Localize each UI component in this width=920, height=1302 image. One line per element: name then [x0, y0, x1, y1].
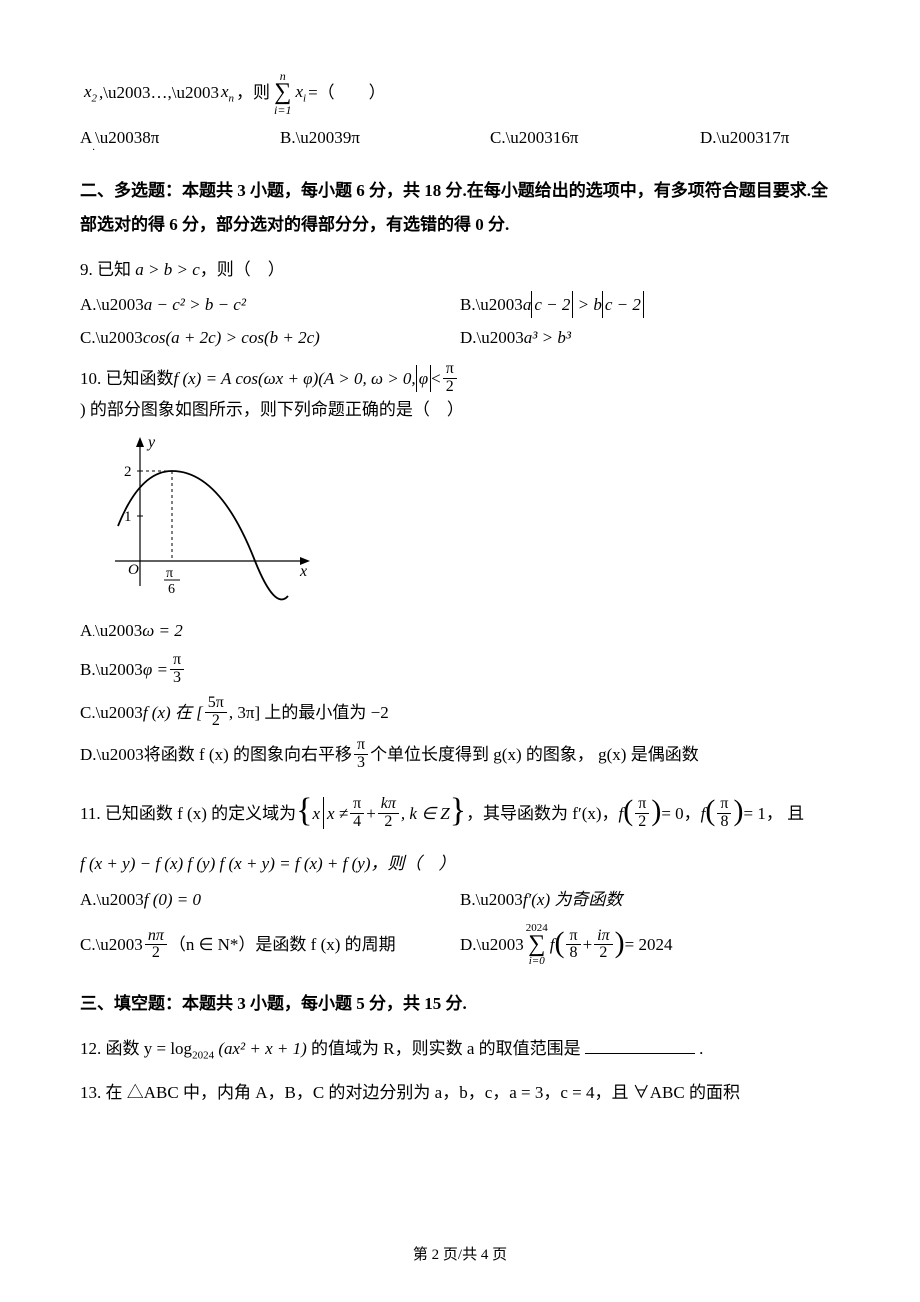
- q11-row1: A.\u2003f (0) = 0 B.\u2003f′(x) 为奇函数: [80, 886, 840, 913]
- svg-text:x: x: [299, 563, 307, 580]
- q12-blank: [585, 1037, 695, 1054]
- brace-left: {: [296, 784, 312, 838]
- brace-right: }: [450, 784, 466, 838]
- q8-expression: x2 ,\u2003…,\u2003 xn ，则 n ∑ i=1 xi =（ ）: [84, 70, 840, 116]
- q8-xn: xn: [221, 78, 234, 108]
- q10-opt-a: A.\u2003ω = 2: [80, 617, 840, 644]
- q11-stem-line2: f (x + y) − f (x) f (y) f (x + y) = f (x…: [80, 850, 840, 877]
- q11-opt-a: A.\u2003f (0) = 0: [80, 886, 460, 913]
- section3-heading: 三、填空题：本题共 3 小题，每小题 5 分，共 15 分.: [80, 987, 840, 1021]
- q9-opt-d: D.\u2003a³ > b³: [460, 324, 840, 351]
- svg-text:y: y: [146, 434, 156, 451]
- q10-opt-d: D.\u2003将函数 f (x) 的图象向右平移 π3 个单位长度得到 g(x…: [80, 737, 840, 772]
- sum-sigma: n ∑ i=1: [274, 70, 291, 116]
- svg-text:6: 6: [168, 582, 175, 597]
- svg-text:2: 2: [124, 464, 132, 480]
- q11-opt-c: C.\u2003nπ2 （n ∈ N*） 是函数 f (x) 的周期: [80, 928, 460, 963]
- q11-opt-d: D.\u2003 2024 ∑ i=0 f( π8 + iπ2 ) = 2024: [460, 921, 840, 969]
- q9-opt-b: B.\u2003ac − 2 > bc − 2: [460, 291, 840, 318]
- q11-row2: C.\u2003nπ2 （n ∈ N*） 是函数 f (x) 的周期 D.\u2…: [80, 921, 840, 969]
- sum-body: xi: [295, 78, 306, 108]
- q11-stem-line1: 11. 已知函数 f (x) 的定义域为 { x x ≠ π4 + kπ2 , …: [80, 786, 840, 840]
- q10-graph: y x O 2 1 π 6: [100, 431, 840, 609]
- q8-tail: =（ ）: [308, 79, 386, 106]
- q8-options: A.\u20038π B.\u20039π C.\u200316π D.\u20…: [80, 124, 840, 154]
- q8-continuation: x2 ,\u2003…,\u2003 xn ，则 n ∑ i=1 xi =（ ）…: [80, 70, 840, 154]
- sigma-symbol: ∑: [274, 82, 291, 104]
- q11-opt-b: B.\u2003f′(x) 为奇函数: [460, 886, 840, 913]
- q12: 12. 函数 y = log2024 (ax² + x + 1) 的值域为 R，…: [80, 1035, 840, 1065]
- q8-opt-c: C.\u200316π: [490, 124, 700, 154]
- page-footer: 第 2 页/共 4 页: [0, 1243, 920, 1267]
- q8-opt-b: B.\u20039π: [280, 124, 490, 154]
- section2-heading: 二、多选题：本题共 3 小题，每小题 6 分，共 18 分.在每小题给出的选项中…: [80, 174, 840, 242]
- q9-row1: A.\u2003a − c² > b − c² B.\u2003ac − 2 >…: [80, 291, 840, 318]
- q8-opt-d: D.\u200317π: [700, 124, 840, 154]
- svg-text:π: π: [166, 566, 173, 581]
- set-divider: [323, 797, 324, 829]
- q8-opt-a: A.\u20038π: [80, 124, 280, 154]
- sum-lower: i=1: [274, 104, 291, 116]
- q10-opt-b: B.\u2003φ = π3: [80, 652, 840, 687]
- q9-stem: 9. 已知 a > b > c，则（ ）: [80, 256, 840, 283]
- q10-opt-c: C.\u2003f (x) 在 [5π2, 3π] 上的最小值为 −2: [80, 695, 840, 730]
- q9-row2: C.\u2003cos(a + 2c) > cos(b + 2c) D.\u20…: [80, 324, 840, 351]
- q10-stem: 10. 已知函数 f (x) = A cos(ωx + φ)(A > 0, ω …: [80, 361, 840, 423]
- graph-svg: y x O 2 1 π 6: [100, 431, 320, 601]
- q9-opt-c: C.\u2003cos(a + 2c) > cos(b + 2c): [80, 324, 460, 351]
- q8-x2: x2: [84, 78, 97, 108]
- q11-sum: 2024 ∑ i=0: [526, 923, 548, 967]
- svg-text:O: O: [128, 562, 139, 578]
- q9-opt-a: A.\u2003a − c² > b − c²: [80, 291, 460, 318]
- q13: 13. 在 △ABC 中，内角 A，B，C 的对边分别为 a，b，c，a = 3…: [80, 1079, 840, 1106]
- q8-dots: ,\u2003…,\u2003: [99, 79, 219, 106]
- q8-then: ，则: [236, 79, 270, 106]
